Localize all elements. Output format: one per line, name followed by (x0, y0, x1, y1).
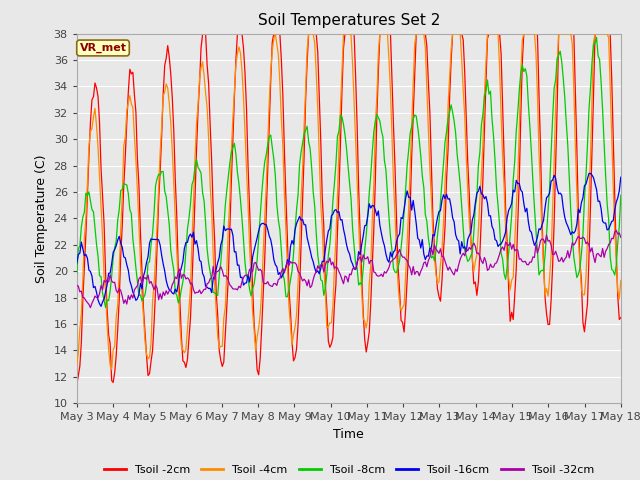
Tsoil -2cm (255, 372, 262, 378)
Tsoil -16cm (141, 268, 149, 274)
Tsoil -4cm (73, 361, 81, 367)
Tsoil -2cm (73, 382, 81, 387)
Tsoil -2cm (312, 31, 320, 36)
Tsoil -32cm (255, 267, 262, 273)
Tsoil -16cm (264, 227, 271, 232)
Line: Tsoil -8cm: Tsoil -8cm (77, 37, 621, 307)
Tsoil -16cm (589, 175, 597, 180)
Title: Soil Temperatures Set 2: Soil Temperatures Set 2 (258, 13, 440, 28)
Tsoil -4cm (617, 277, 625, 283)
Tsoil -8cm (237, 197, 244, 203)
Tsoil -4cm (237, 50, 244, 56)
Tsoil -2cm (200, 31, 208, 36)
Tsoil -32cm (237, 285, 244, 290)
Tsoil -2cm (588, 147, 596, 153)
Line: Tsoil -32cm: Tsoil -32cm (77, 230, 621, 308)
Tsoil -16cm (312, 270, 320, 276)
Tsoil -4cm (255, 325, 262, 331)
Line: Tsoil -2cm: Tsoil -2cm (77, 34, 621, 384)
Tsoil -16cm (73, 260, 81, 266)
Tsoil -4cm (108, 367, 115, 372)
Tsoil -8cm (73, 271, 81, 276)
Tsoil -8cm (588, 59, 596, 65)
Tsoil -2cm (264, 163, 271, 168)
Tsoil -4cm (314, 106, 321, 112)
X-axis label: Time: Time (333, 428, 364, 441)
Tsoil -32cm (73, 282, 81, 288)
Tsoil -16cm (587, 170, 595, 176)
Tsoil -8cm (255, 235, 262, 241)
Text: VR_met: VR_met (79, 43, 127, 53)
Y-axis label: Soil Temperature (C): Soil Temperature (C) (35, 154, 48, 283)
Tsoil -16cm (97, 303, 105, 309)
Tsoil -8cm (264, 142, 271, 147)
Tsoil -32cm (264, 279, 271, 285)
Tsoil -8cm (102, 304, 109, 310)
Tsoil -32cm (588, 245, 596, 251)
Tsoil -8cm (593, 35, 600, 40)
Line: Tsoil -16cm: Tsoil -16cm (77, 173, 621, 306)
Tsoil -32cm (617, 234, 625, 240)
Tsoil -32cm (86, 305, 94, 311)
Line: Tsoil -4cm: Tsoil -4cm (77, 34, 621, 370)
Tsoil -4cm (141, 338, 149, 344)
Tsoil -16cm (255, 228, 262, 234)
Tsoil -2cm (617, 315, 625, 321)
Tsoil -32cm (612, 228, 620, 233)
Tsoil -8cm (312, 230, 320, 236)
Tsoil -32cm (141, 275, 149, 280)
Legend: Tsoil -2cm, Tsoil -4cm, Tsoil -8cm, Tsoil -16cm, Tsoil -32cm: Tsoil -2cm, Tsoil -4cm, Tsoil -8cm, Tsoi… (99, 460, 598, 480)
Tsoil -2cm (140, 306, 147, 312)
Tsoil -16cm (617, 174, 625, 180)
Tsoil -32cm (312, 269, 320, 275)
Tsoil -8cm (141, 292, 149, 298)
Tsoil -4cm (264, 139, 271, 145)
Tsoil -16cm (237, 275, 244, 280)
Tsoil -4cm (271, 31, 279, 36)
Tsoil -8cm (617, 192, 625, 198)
Tsoil -2cm (237, 31, 244, 36)
Tsoil -4cm (589, 39, 597, 45)
